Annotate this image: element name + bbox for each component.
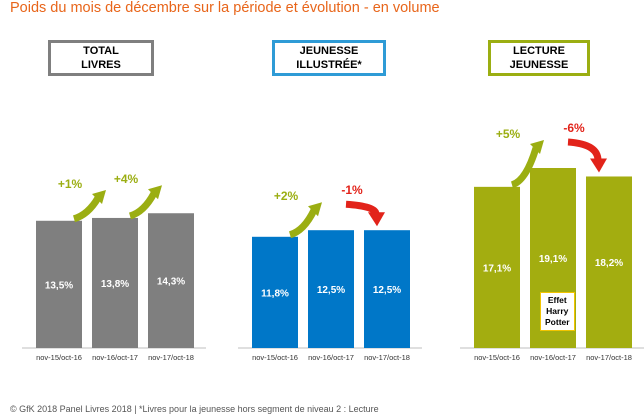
data-label: 12,5% [373, 285, 401, 296]
bar [252, 236, 298, 348]
footer-source: © GfK 2018 Panel Livres 2018 | *Livres p… [10, 404, 379, 414]
chart-title-line: JEUNESSE [299, 45, 359, 57]
change-label: -1% [341, 183, 363, 197]
change-arrow-head [590, 158, 607, 173]
x-tick-label: nov-16/oct-17 [308, 353, 354, 362]
bar [36, 220, 82, 348]
chart-title-line: LECTURE [513, 45, 565, 57]
chart-panel-1: TOTAL LIVRES 13,5% nov-15/oct-16 13,8% nov-16… [22, 40, 222, 370]
change-arrow [72, 196, 102, 223]
x-tick-label: nov-17/oct-18 [364, 353, 410, 362]
harry-potter-callout: Effet Harry Potter [540, 292, 575, 331]
page-title: Poids du mois de décembre sur la période… [10, 0, 440, 16]
change-arrow-head [92, 189, 106, 204]
change-label: +5% [496, 127, 521, 141]
data-label: 13,5% [45, 280, 73, 291]
change-label: -6% [563, 121, 585, 135]
chart-title-box: TOTAL LIVRES [48, 40, 154, 76]
x-tick-label: nov-17/oct-18 [148, 353, 194, 362]
chart-title-line: TOTAL [83, 45, 119, 57]
bar [92, 217, 138, 348]
change-arrow [567, 138, 602, 161]
chart-panel-2: JEUNESSE ILLUSTRÉE* 11,8% nov-15/oct-16 12,5… [238, 40, 438, 370]
x-tick-label: nov-16/oct-17 [92, 353, 138, 362]
data-label: 19,1% [539, 254, 567, 265]
change-arrow-head [308, 202, 322, 217]
change-arrow-head [530, 140, 544, 154]
x-tick-label: nov-17/oct-18 [586, 353, 632, 362]
chart-panel-3: LECTURE JEUNESSE 17,1% nov-15/oct-16 19,1% no… [460, 40, 644, 370]
x-tick-label: nov-15/oct-16 [474, 353, 520, 362]
change-arrow [510, 146, 540, 189]
callout-line: Potter [545, 317, 570, 327]
change-arrow [128, 191, 158, 220]
data-label: 13,8% [101, 279, 129, 290]
bar [148, 213, 194, 348]
change-label: +4% [114, 172, 139, 186]
x-tick-label: nov-15/oct-16 [252, 353, 298, 362]
x-tick-label: nov-15/oct-16 [36, 353, 82, 362]
chart-title-line: ILLUSTRÉE* [296, 59, 362, 71]
chart-title-line: JEUNESSE [509, 59, 569, 71]
callout-line: Effet [547, 295, 567, 305]
bar-chart: 13,5% nov-15/oct-16 13,8% nov-16/oct-17 14,3… [22, 172, 206, 362]
change-arrow-head [368, 212, 385, 227]
callout-line: Harry [546, 306, 569, 316]
chart-title-box: JEUNESSE ILLUSTRÉE* [272, 40, 386, 76]
bar-chart: 11,8% nov-15/oct-16 12,5% nov-16/oct-17 12,5… [238, 183, 422, 362]
x-tick-label: nov-16/oct-17 [530, 353, 576, 362]
chart-title-line: LIVRES [81, 59, 121, 71]
bar [364, 230, 410, 348]
data-label: 14,3% [157, 277, 185, 288]
data-label: 18,2% [595, 258, 623, 269]
bar [308, 230, 354, 348]
change-label: +1% [58, 177, 83, 191]
change-arrow-head [148, 185, 162, 200]
change-label: +2% [274, 189, 299, 203]
bar [474, 186, 520, 348]
data-label: 11,8% [261, 288, 289, 299]
data-label: 12,5% [317, 285, 345, 296]
bar [586, 176, 632, 348]
chart-title-box: LECTURE JEUNESSE [488, 40, 590, 76]
change-arrow [288, 208, 318, 239]
data-label: 17,1% [483, 263, 511, 274]
